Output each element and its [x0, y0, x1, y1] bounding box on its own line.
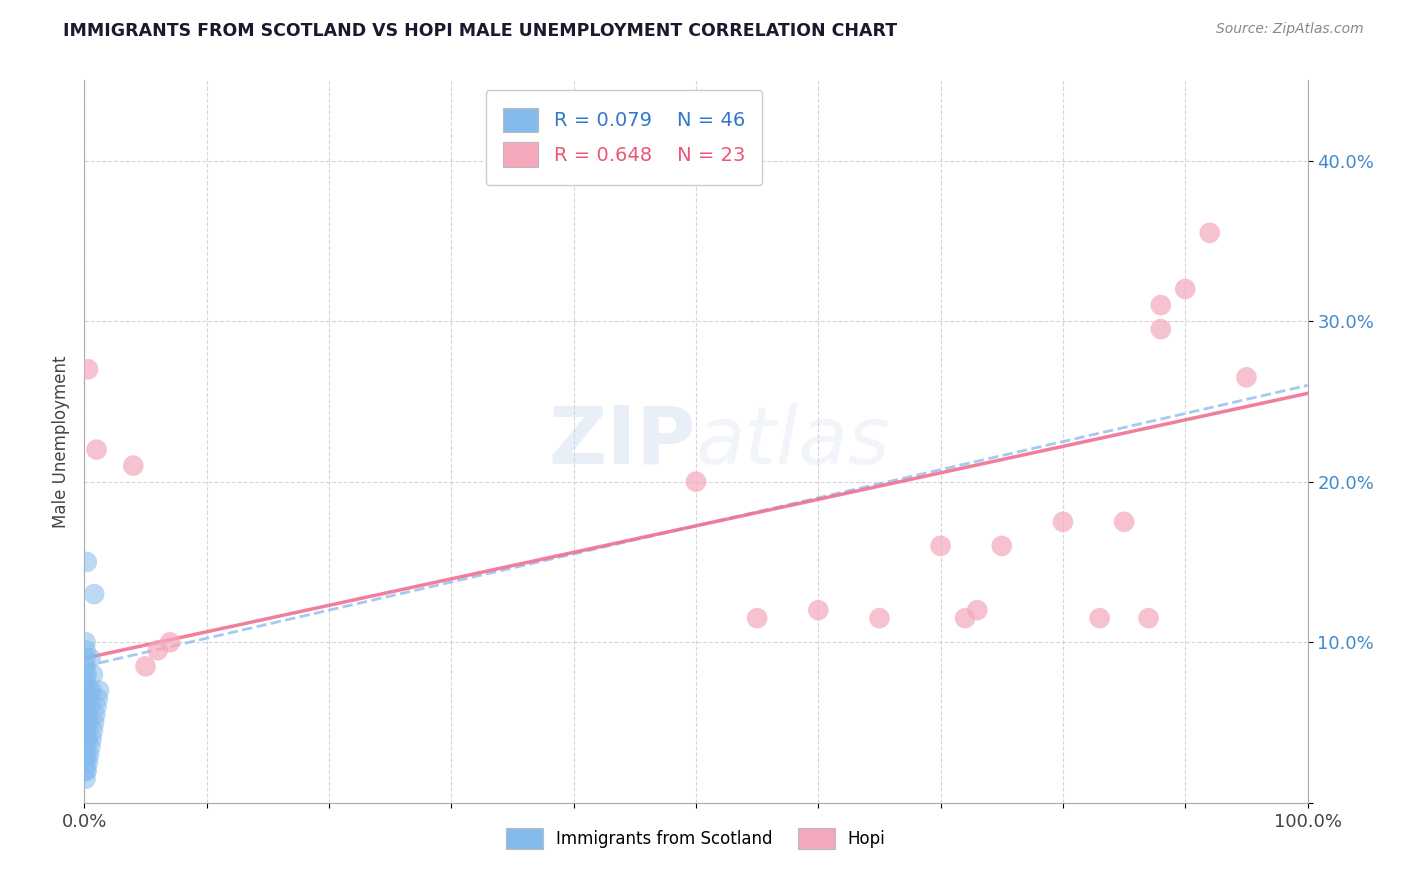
Point [86, 442, 108, 457]
Point [76, 731, 98, 746]
Point [77, 707, 100, 722]
Point [747, 611, 769, 625]
Point [76, 699, 98, 714]
Point [75, 635, 97, 649]
Point [80, 683, 103, 698]
Point [75, 651, 97, 665]
Point [84, 707, 107, 722]
Text: Source: ZipAtlas.com: Source: ZipAtlas.com [1216, 22, 1364, 37]
Point [79, 739, 101, 754]
Point [807, 603, 830, 617]
Point [83, 715, 105, 730]
Point [76, 683, 98, 698]
Point [77, 683, 100, 698]
Point [1052, 515, 1074, 529]
Point [77, 362, 100, 376]
Point [75, 723, 97, 738]
Point [75, 747, 97, 762]
Point [77, 691, 100, 706]
Point [75, 675, 97, 690]
Point [1174, 282, 1197, 296]
Point [75, 764, 97, 778]
Point [87, 691, 110, 706]
Text: IMMIGRANTS FROM SCOTLAND VS HOPI MALE UNEMPLOYMENT CORRELATION CHART: IMMIGRANTS FROM SCOTLAND VS HOPI MALE UN… [63, 22, 897, 40]
Point [80, 731, 103, 746]
Point [991, 539, 1014, 553]
Point [1150, 322, 1173, 336]
Point [76, 555, 98, 569]
Point [1088, 611, 1111, 625]
Point [75, 707, 97, 722]
Point [146, 643, 169, 657]
Point [75, 691, 97, 706]
Point [75, 643, 97, 657]
Point [122, 458, 145, 473]
Text: atlas: atlas [696, 402, 891, 481]
Point [75, 739, 97, 754]
Point [1114, 515, 1136, 529]
Point [87, 683, 110, 698]
Point [1198, 226, 1220, 240]
Point [1150, 298, 1173, 312]
Point [75, 659, 97, 673]
Point [869, 611, 891, 625]
Point [75, 667, 97, 681]
Point [75, 715, 97, 730]
Point [77, 756, 100, 770]
Point [75, 683, 97, 698]
Point [86, 699, 108, 714]
Point [77, 731, 100, 746]
Point [75, 756, 97, 770]
Y-axis label: Male Unemployment: Male Unemployment [52, 355, 70, 528]
Point [76, 667, 98, 681]
Point [159, 635, 181, 649]
Point [77, 715, 100, 730]
Point [929, 539, 952, 553]
Point [76, 715, 98, 730]
Point [79, 651, 101, 665]
Text: ZIP: ZIP [548, 402, 696, 481]
Point [79, 699, 101, 714]
Point [76, 747, 98, 762]
Point [685, 475, 707, 489]
Point [966, 603, 988, 617]
Point [75, 772, 97, 786]
Point [83, 587, 105, 601]
Point [82, 667, 104, 681]
Point [82, 723, 104, 738]
Point [75, 699, 97, 714]
Legend: Immigrants from Scotland, Hopi: Immigrants from Scotland, Hopi [499, 822, 893, 856]
Point [75, 731, 97, 746]
Point [76, 764, 98, 778]
Point [953, 611, 976, 625]
Point [1236, 370, 1258, 384]
Point [1137, 611, 1160, 625]
Point [77, 747, 100, 762]
Point [135, 659, 157, 673]
